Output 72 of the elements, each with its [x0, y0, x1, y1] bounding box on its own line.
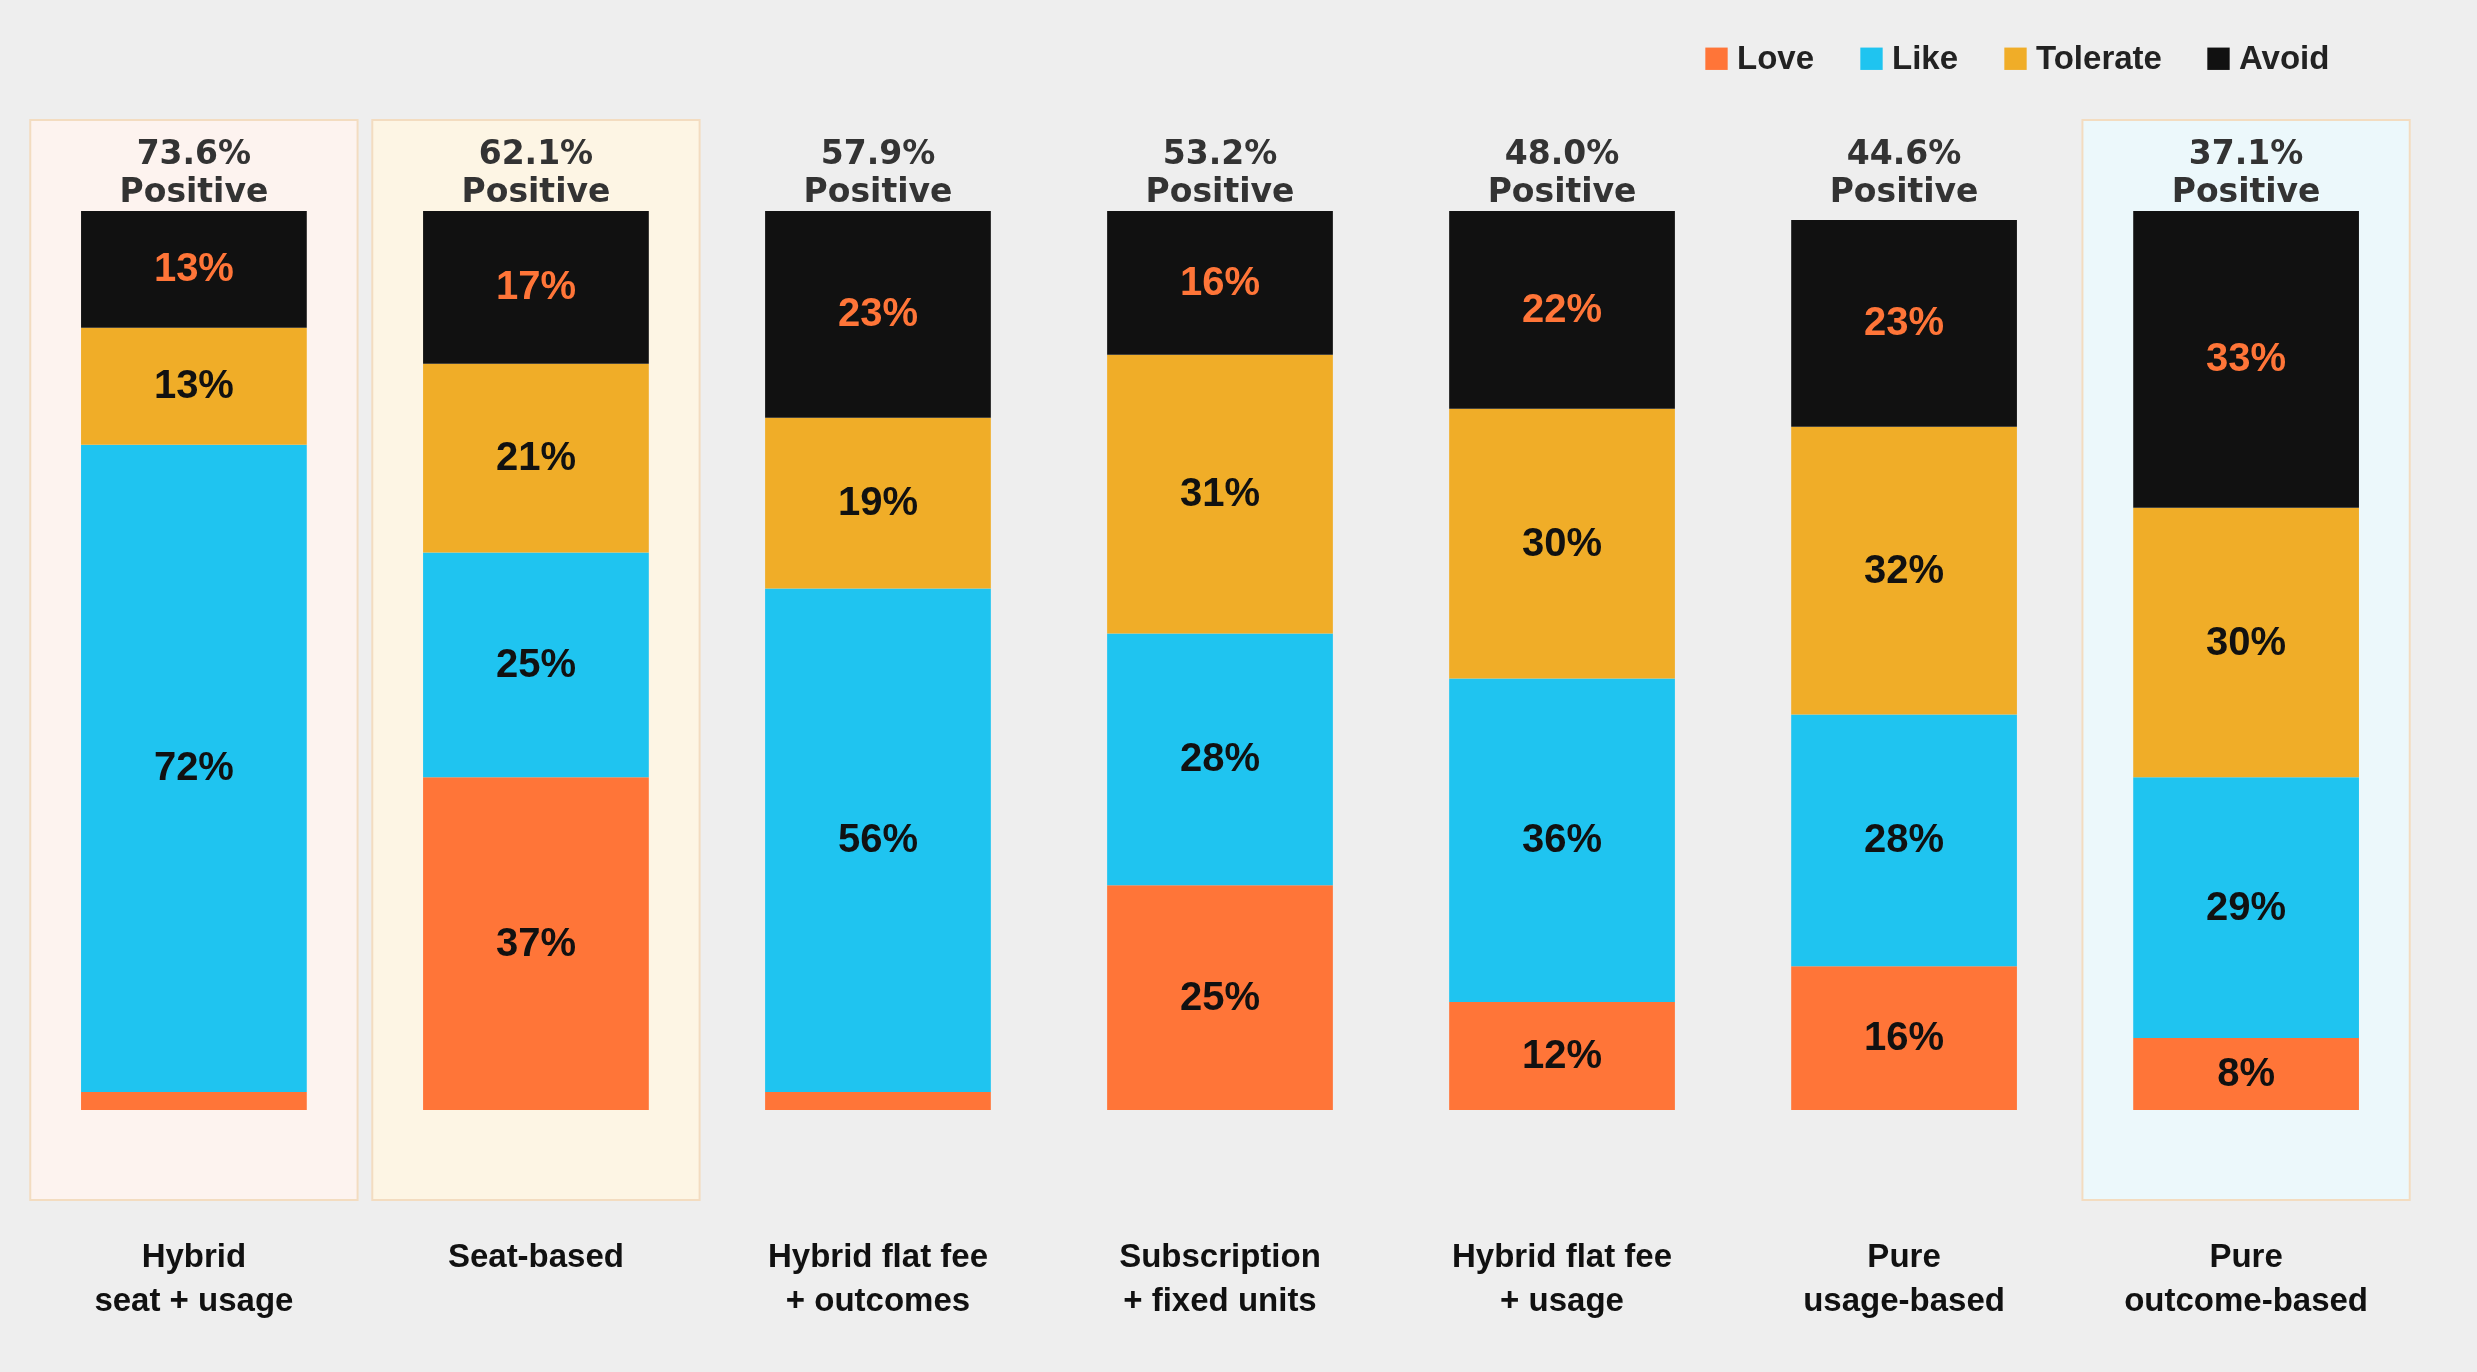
x-tick-label: Pure usage-based — [1803, 1236, 2005, 1318]
bar — [1107, 211, 1333, 355]
bar — [1449, 678, 1675, 1003]
legend-label: Tolerate — [2036, 38, 2162, 76]
x-tick-label: Hybrid seat + usage — [94, 1236, 294, 1318]
bar — [1791, 219, 2017, 427]
data-label: 25% — [495, 640, 576, 685]
data-label: 21% — [495, 434, 576, 479]
data-label: 33% — [2206, 335, 2287, 380]
bar — [1449, 408, 1675, 679]
data-label: 8% — [2217, 1050, 2275, 1095]
bar — [765, 588, 991, 1093]
bar — [1107, 633, 1333, 886]
data-label: 28% — [1179, 735, 1261, 780]
bar — [81, 444, 307, 1093]
bar — [423, 552, 649, 778]
bar — [2133, 507, 2359, 778]
x-tick-label: Subscription + fixed units — [1119, 1236, 1321, 1318]
data-label: 29% — [2206, 883, 2287, 928]
bar — [81, 1092, 307, 1110]
bar — [2133, 211, 2359, 508]
bar — [1107, 354, 1333, 634]
text: 48.0% Positive — [1487, 133, 1637, 210]
data-label: 12% — [1522, 1032, 1603, 1077]
text: 53.2% Positive — [1145, 133, 1295, 210]
data-label: 28% — [1864, 816, 1945, 861]
bar — [765, 211, 991, 418]
data-label: 17% — [495, 263, 576, 308]
text: 44.6% Positive — [1829, 133, 1979, 210]
data-label: 16% — [1179, 258, 1261, 303]
bar — [1791, 966, 2017, 1110]
bar — [1449, 1002, 1675, 1110]
legend-label: Like — [1892, 38, 1959, 76]
data-label: 32% — [1864, 546, 1945, 591]
data-label: 30% — [2206, 618, 2287, 663]
bar — [765, 1092, 991, 1110]
bar — [1791, 426, 2017, 715]
data-label: 25% — [1179, 973, 1261, 1018]
x-tick-label: Seat-based — [447, 1236, 624, 1274]
text: 57.9% Positive — [803, 133, 953, 210]
bar — [423, 211, 649, 364]
text: 62.1% Positive — [461, 133, 611, 210]
data-label: 13% — [153, 245, 234, 290]
x-tick-label: Hybrid flat fee + usage — [1452, 1236, 1673, 1318]
data-label: 22% — [1522, 285, 1603, 330]
bar — [1107, 885, 1333, 1110]
x-tick-label: Hybrid flat fee + outcomes — [767, 1236, 988, 1318]
data-label: 23% — [837, 290, 918, 335]
bar — [423, 363, 649, 553]
bar — [1449, 211, 1675, 409]
bar — [81, 211, 307, 328]
data-label: 16% — [1864, 1014, 1945, 1059]
data-label: 36% — [1522, 816, 1603, 861]
data-label: 30% — [1522, 519, 1603, 564]
legend-label: Avoid — [2239, 38, 2330, 76]
text: 37.1% Positive — [2171, 133, 2321, 210]
data-label: 56% — [837, 816, 918, 861]
text: 73.6% Positive — [119, 133, 269, 210]
data-label: 19% — [837, 479, 918, 524]
data-label: 23% — [1864, 299, 1945, 344]
bar — [1791, 714, 2017, 967]
data-label: 72% — [153, 744, 234, 789]
bar — [423, 777, 649, 1110]
data-label: 13% — [153, 362, 234, 407]
bar — [2133, 1038, 2359, 1110]
bar — [2133, 777, 2359, 1039]
data-label: 31% — [1179, 470, 1261, 515]
x-tick-label: Pure outcome-based — [2124, 1236, 2369, 1318]
legend-label: Love — [1737, 38, 1815, 76]
bar — [765, 417, 991, 589]
bar — [81, 327, 307, 445]
data-label: 37% — [495, 919, 576, 964]
